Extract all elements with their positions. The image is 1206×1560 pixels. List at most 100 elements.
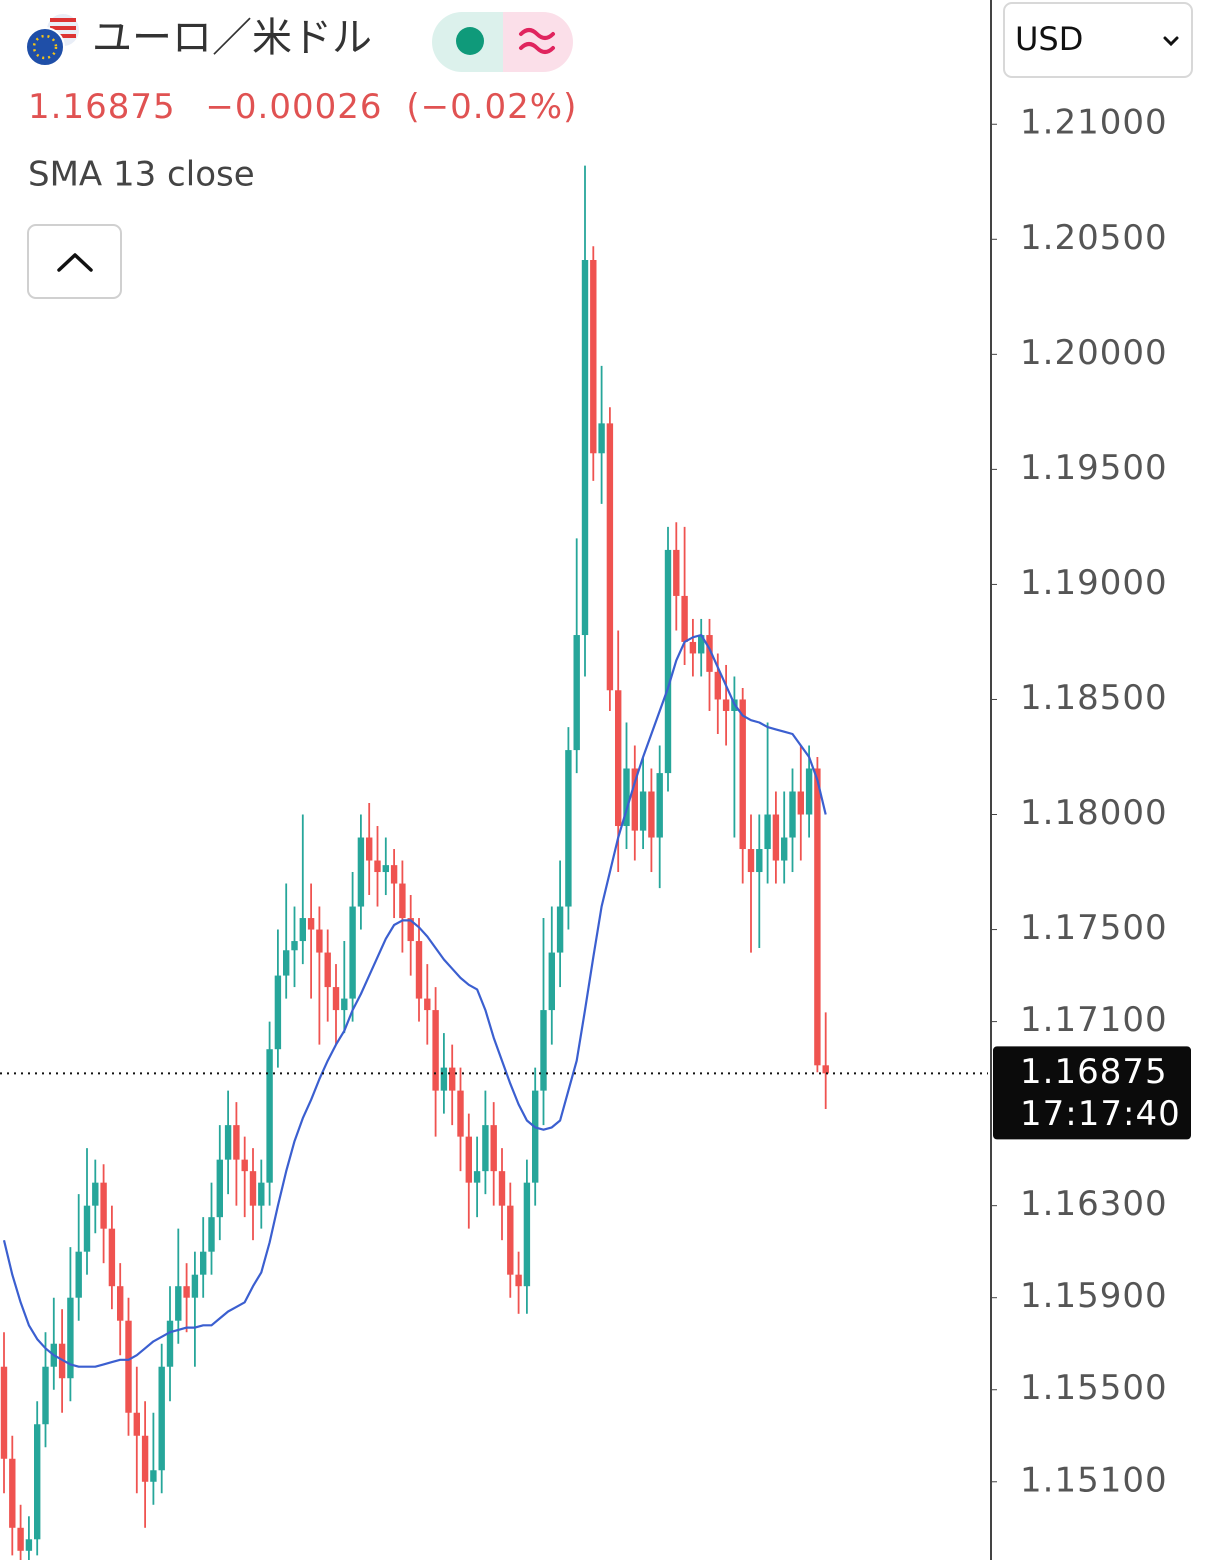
candle-body bbox=[548, 952, 555, 1011]
candle-body bbox=[208, 1217, 215, 1252]
candle-body bbox=[764, 814, 771, 850]
candle-body bbox=[316, 929, 323, 953]
candle-body bbox=[432, 1010, 439, 1091]
candle-body bbox=[141, 1435, 149, 1482]
candle-body bbox=[166, 1320, 174, 1367]
candle-body bbox=[399, 883, 406, 919]
symbol-icon bbox=[25, 12, 81, 67]
y-tick-label: 1.17100 bbox=[1020, 1000, 1168, 1040]
candle-body bbox=[523, 1182, 531, 1287]
y-tick-label: 1.19000 bbox=[1020, 563, 1168, 603]
candle-body bbox=[465, 1136, 472, 1183]
candle-body bbox=[747, 849, 755, 873]
candle-body bbox=[673, 549, 680, 596]
candle-body bbox=[424, 998, 431, 1011]
candle-body bbox=[374, 860, 381, 873]
candle-body bbox=[108, 1228, 116, 1287]
currency-dropdown[interactable]: USD bbox=[1003, 2, 1193, 78]
candle-body bbox=[789, 791, 796, 838]
candle-body bbox=[200, 1251, 207, 1275]
y-tick-label: 1.18500 bbox=[1020, 678, 1168, 718]
candle-body bbox=[25, 1539, 33, 1551]
candle-body bbox=[233, 1125, 240, 1160]
candle-body bbox=[291, 941, 298, 951]
y-tick-label: 1.15500 bbox=[1020, 1368, 1168, 1408]
candle-body bbox=[9, 1458, 16, 1528]
candle-body bbox=[390, 865, 398, 884]
candle-body bbox=[249, 1171, 257, 1206]
candle-body bbox=[814, 768, 821, 1066]
candle-body bbox=[224, 1125, 232, 1160]
collapse-button[interactable] bbox=[27, 224, 122, 299]
candle-body bbox=[698, 635, 705, 654]
candle-body bbox=[449, 1067, 456, 1091]
candle-body bbox=[175, 1286, 182, 1321]
candle-body bbox=[656, 773, 663, 838]
y-tick-label: 1.15100 bbox=[1020, 1460, 1168, 1500]
candle-body bbox=[83, 1205, 91, 1252]
y-tick-label: 1.18000 bbox=[1020, 793, 1168, 833]
candle-body bbox=[739, 699, 746, 850]
candle-body bbox=[117, 1286, 124, 1321]
countdown-label: 17:17:40 bbox=[1020, 1094, 1181, 1134]
plot-area bbox=[0, 165, 988, 1560]
candle-body bbox=[258, 1182, 265, 1206]
candle-body bbox=[498, 1171, 506, 1206]
candle-body bbox=[274, 975, 282, 1050]
candle-body bbox=[133, 1412, 140, 1436]
candle-body bbox=[457, 1090, 464, 1137]
candle-body bbox=[75, 1251, 82, 1298]
candle-body bbox=[349, 906, 356, 999]
candle-body bbox=[565, 750, 572, 907]
candle-body bbox=[125, 1320, 132, 1413]
candle-body bbox=[722, 699, 730, 711]
candle-body bbox=[0, 1366, 8, 1459]
candle-body bbox=[473, 1171, 481, 1183]
candle-body bbox=[299, 918, 306, 942]
candle-body bbox=[440, 1067, 448, 1091]
candle-body bbox=[639, 791, 647, 831]
candle-body bbox=[606, 423, 614, 691]
candle-body bbox=[341, 998, 348, 1011]
candle-body bbox=[756, 849, 763, 873]
y-tick-label: 1.16300 bbox=[1020, 1184, 1168, 1224]
candle-body bbox=[540, 1010, 547, 1091]
candle-body bbox=[532, 1090, 539, 1183]
candle-body bbox=[17, 1527, 24, 1551]
candle-body bbox=[415, 941, 423, 999]
last-price: 1.16875 bbox=[28, 87, 176, 127]
candle-body bbox=[283, 950, 290, 976]
candle-body bbox=[623, 768, 630, 827]
candle-body bbox=[366, 837, 373, 861]
current-price-box bbox=[993, 1046, 1191, 1140]
status-badges[interactable] bbox=[432, 12, 573, 72]
candle-body bbox=[324, 952, 331, 988]
candle-body bbox=[183, 1286, 190, 1298]
candle-body bbox=[556, 906, 564, 953]
candle-body bbox=[515, 1274, 522, 1287]
candle-body bbox=[772, 814, 780, 861]
candle-body bbox=[407, 918, 414, 942]
candle-body bbox=[42, 1366, 49, 1425]
price-change: −0.00026 bbox=[205, 87, 382, 127]
candle-body bbox=[648, 791, 655, 838]
candle-body bbox=[332, 987, 340, 1011]
candle-body bbox=[664, 549, 672, 774]
candle-body bbox=[216, 1159, 223, 1218]
candle-body bbox=[714, 671, 721, 700]
candle-body bbox=[781, 837, 788, 861]
candle-body bbox=[615, 690, 622, 827]
candle-body bbox=[191, 1274, 199, 1298]
price-change-pct: (−0.02%) bbox=[406, 87, 577, 127]
candle-body bbox=[507, 1205, 514, 1275]
candle-body bbox=[590, 260, 597, 454]
candle-body bbox=[92, 1182, 99, 1206]
candle-body bbox=[822, 1065, 829, 1074]
candle-body bbox=[681, 595, 688, 642]
y-tick-label: 1.21000 bbox=[1020, 103, 1168, 143]
candle-body bbox=[797, 791, 804, 815]
price-axis: 1.21000 1.20500 1.20000 1.19500 1.19000 1.185… bbox=[991, 103, 1191, 1500]
symbol-name: ユーロ／米ドル bbox=[92, 15, 372, 61]
candle-body bbox=[482, 1125, 489, 1172]
